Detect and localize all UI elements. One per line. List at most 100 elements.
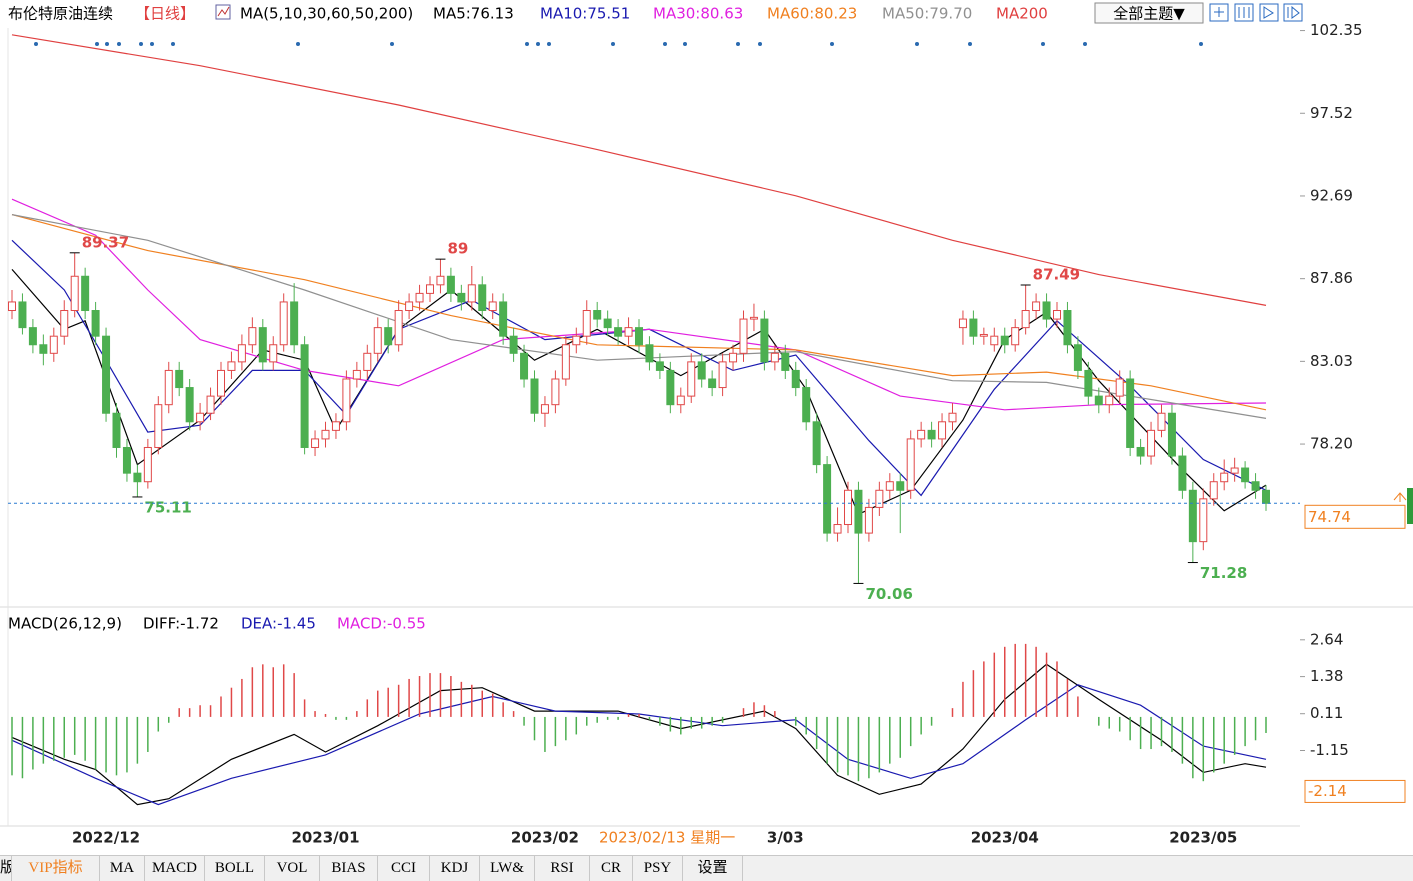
candle-body — [1032, 301, 1041, 312]
x-tick-label: 2022/12 — [72, 829, 140, 847]
candle-body — [1115, 378, 1124, 397]
y-tick-label: 92.69 — [1310, 186, 1353, 204]
candle-body — [582, 310, 591, 337]
indicator-tab[interactable]: VOL — [265, 856, 320, 881]
candle-body — [906, 438, 915, 491]
indicator-tab[interactable]: CCI — [378, 856, 430, 881]
candle-body — [749, 316, 758, 320]
signal-dot — [95, 42, 99, 46]
signal-dot — [390, 42, 394, 46]
indicator-tab[interactable]: KDJ — [430, 856, 480, 881]
signal-dot — [1083, 42, 1087, 46]
candle-body — [1230, 467, 1239, 474]
signal-dot — [683, 42, 687, 46]
candle-body — [321, 429, 330, 440]
candle-body — [1251, 481, 1260, 491]
candle-body — [1126, 378, 1135, 448]
indicator-label: MA(5,10,30,60,50,200) — [240, 5, 413, 23]
signal-dot — [150, 42, 154, 46]
candle-body — [844, 489, 852, 526]
candle-body — [488, 301, 497, 312]
moving-average-line — [11, 239, 1267, 497]
chart: 布伦特原油连续 【日线】 MA(5,10,30,60,50,200) 全部主题▼… — [0, 2, 1413, 847]
indicator-tab[interactable]: MACD — [145, 856, 205, 881]
candle-body — [196, 412, 205, 423]
candle-body — [175, 369, 184, 389]
candle-body — [154, 404, 163, 448]
period-label: 【日线】 — [135, 5, 195, 23]
candle-body — [91, 310, 100, 337]
candle-body — [781, 352, 790, 371]
candle-body — [938, 421, 947, 440]
candle-body — [1209, 481, 1218, 500]
candle-body — [279, 301, 288, 346]
legend-entry: MA5:76.13 — [433, 5, 514, 23]
candle-body — [436, 275, 445, 286]
indicator-tab[interactable]: LW& — [480, 856, 535, 881]
candle-body — [530, 378, 539, 414]
candle-body — [509, 335, 518, 354]
signal-dot — [525, 42, 529, 46]
candle-body — [18, 301, 27, 329]
candle-body — [415, 292, 424, 303]
signal-dot — [105, 42, 109, 46]
toolbar-icons — [1209, 3, 1303, 22]
y-tick-label: 83.03 — [1310, 352, 1353, 370]
candle-body — [331, 421, 340, 431]
candle-body — [1178, 455, 1187, 491]
y-tick-label: 97.52 — [1310, 104, 1353, 122]
candle-body — [645, 344, 654, 363]
theme-button[interactable] — [1094, 2, 1204, 24]
candle-body — [812, 421, 821, 466]
indicator-tabs: 版VIP指标MAMACDBOLLVOLBIASCCIKDJLW&RSICRPSY… — [0, 855, 1413, 881]
candle-body — [1188, 489, 1197, 543]
indicator-tab[interactable]: 设置 — [683, 856, 743, 881]
candle-body — [948, 412, 957, 423]
candle-body — [206, 395, 215, 414]
candle-body — [1063, 310, 1072, 346]
candle-body — [269, 344, 278, 363]
candle-body — [687, 361, 696, 397]
candle-body — [833, 524, 842, 534]
candle-body — [958, 318, 967, 329]
indicator-tab[interactable]: CR — [590, 856, 633, 881]
candle-body — [1167, 412, 1176, 457]
candle-body — [1157, 412, 1166, 431]
tool-icon[interactable] — [1283, 3, 1303, 22]
legend-entry: DEA:-1.45 — [241, 615, 316, 633]
signal-dot — [171, 42, 175, 46]
tool-icon[interactable] — [1259, 3, 1279, 22]
signal-dot — [830, 42, 834, 46]
candle-body — [540, 404, 549, 414]
candle-body — [1042, 301, 1051, 320]
crosshair-date: 2023/02/13 星期一 — [599, 829, 735, 847]
signal-dot — [139, 42, 143, 46]
candle-body — [185, 387, 194, 423]
moving-average-line — [11, 34, 1267, 306]
legend-entry: MA30:80.63 — [653, 5, 743, 23]
candle-body — [979, 333, 988, 337]
indicator-tab[interactable]: VIP指标 — [12, 856, 100, 881]
indicator-tab[interactable]: MA — [100, 856, 145, 881]
candle-body — [300, 344, 309, 448]
value-marker-box — [1304, 779, 1406, 803]
candle-body — [927, 429, 936, 440]
candle-body — [363, 352, 372, 371]
candle-body — [729, 352, 738, 363]
candle-body — [655, 361, 664, 371]
signal-dot — [915, 42, 919, 46]
candle-body — [426, 284, 434, 294]
indicator-tab[interactable]: BIAS — [320, 856, 378, 881]
legend-entry: MA200 — [996, 5, 1048, 23]
indicator-tab[interactable]: BOLL — [205, 856, 265, 881]
indicator-tab[interactable]: RSI — [535, 856, 590, 881]
candle-body — [39, 344, 48, 354]
candle-body — [676, 395, 685, 406]
indicator-tab[interactable]: 版 — [0, 856, 12, 881]
candle-body — [572, 335, 581, 346]
extreme-label: 70.06 — [865, 585, 912, 603]
candle-body — [1262, 489, 1270, 504]
indicator-tab[interactable]: PSY — [633, 856, 683, 881]
candle-body — [885, 481, 894, 491]
candle-body — [1147, 429, 1156, 457]
